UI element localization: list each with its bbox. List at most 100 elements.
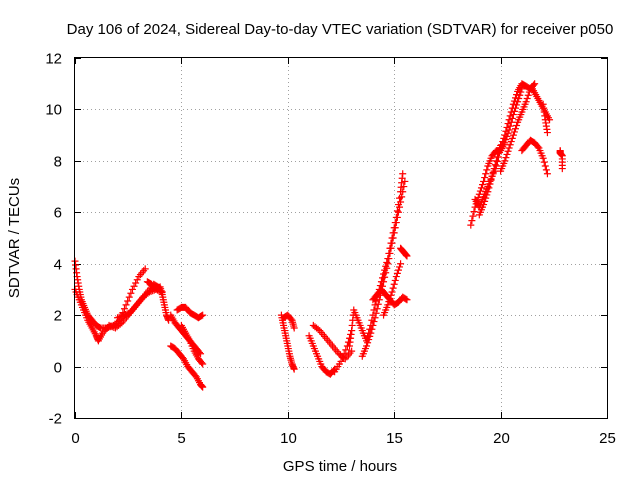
data-point bbox=[385, 255, 393, 263]
data-point bbox=[534, 143, 542, 151]
data-point bbox=[486, 180, 494, 188]
y-tick-label: 10 bbox=[45, 102, 62, 119]
data-point bbox=[290, 324, 298, 332]
data-point bbox=[516, 91, 524, 99]
data-point bbox=[371, 314, 379, 322]
data-point bbox=[482, 170, 490, 178]
data-point bbox=[507, 108, 515, 116]
data-point bbox=[540, 158, 548, 166]
data-point bbox=[116, 320, 124, 328]
data-point bbox=[394, 208, 402, 216]
data-point bbox=[504, 120, 512, 128]
data-point bbox=[499, 138, 507, 146]
x-tick-label: 25 bbox=[599, 430, 616, 447]
data-point bbox=[510, 128, 518, 136]
chart-title: Day 106 of 2024, Sidereal Day-to-day VTE… bbox=[67, 21, 614, 38]
series-arc-1d bbox=[114, 285, 166, 322]
series-arc-6h bbox=[556, 147, 566, 173]
data-point bbox=[508, 104, 516, 112]
data-point bbox=[370, 318, 378, 326]
data-point bbox=[348, 347, 356, 355]
data-point bbox=[500, 134, 508, 142]
series-arc-6g bbox=[539, 100, 551, 137]
data-point bbox=[397, 260, 405, 268]
data-point bbox=[482, 194, 490, 202]
data-point bbox=[149, 287, 157, 295]
data-point bbox=[157, 287, 165, 295]
data-point bbox=[506, 141, 514, 149]
data-point bbox=[492, 157, 500, 165]
data-point bbox=[371, 301, 379, 309]
data-point bbox=[396, 263, 404, 271]
series-arc-2a bbox=[167, 342, 207, 391]
data-point bbox=[287, 315, 295, 323]
data-point bbox=[199, 383, 207, 391]
y-tick-label: 0 bbox=[54, 360, 62, 377]
data-point bbox=[133, 276, 141, 284]
data-point bbox=[542, 166, 550, 174]
data-point bbox=[543, 170, 551, 178]
series-arc-5e bbox=[397, 244, 411, 260]
data-point bbox=[539, 154, 547, 162]
data-point bbox=[387, 244, 395, 252]
data-point bbox=[506, 112, 514, 120]
y-tick-label: 2 bbox=[54, 308, 62, 325]
y-tick-label: 8 bbox=[54, 154, 62, 171]
y-tick-label: -2 bbox=[49, 411, 62, 428]
data-point bbox=[392, 273, 400, 281]
y-tick-label: 6 bbox=[54, 205, 62, 222]
data-point bbox=[515, 95, 523, 102]
data-point bbox=[513, 122, 521, 129]
data-point bbox=[391, 276, 399, 284]
data-point bbox=[394, 266, 402, 274]
axes: 0 5 10 15 20 25 -2 0 2 4 6 8 10 12 bbox=[45, 51, 616, 448]
data-point bbox=[155, 287, 163, 295]
data-point bbox=[105, 321, 113, 329]
data-point bbox=[117, 312, 125, 320]
data-point bbox=[386, 294, 394, 302]
data-point bbox=[502, 127, 510, 135]
data-point bbox=[118, 312, 126, 320]
data-point bbox=[124, 297, 132, 305]
data-point bbox=[504, 147, 512, 155]
data-point bbox=[510, 97, 518, 105]
data-point bbox=[485, 184, 493, 192]
data-points bbox=[71, 80, 566, 391]
data-point bbox=[511, 125, 519, 133]
data-point bbox=[165, 316, 173, 324]
data-point bbox=[509, 100, 517, 108]
data-point bbox=[367, 329, 375, 337]
data-point bbox=[489, 168, 497, 176]
data-point bbox=[127, 289, 135, 297]
data-point bbox=[524, 91, 532, 99]
data-point bbox=[123, 310, 131, 318]
data-point bbox=[152, 285, 160, 293]
data-point bbox=[369, 321, 377, 329]
series-arc-2c bbox=[173, 303, 207, 322]
data-point bbox=[390, 229, 398, 237]
data-point bbox=[368, 325, 376, 333]
y-tick-label: 12 bbox=[45, 51, 62, 68]
data-point bbox=[507, 138, 515, 146]
data-point bbox=[470, 208, 478, 216]
series-arc-2d bbox=[177, 321, 207, 368]
y-axis-label: SDTVAR / TECUs bbox=[6, 178, 23, 298]
data-point bbox=[483, 166, 491, 174]
data-point bbox=[401, 177, 409, 185]
data-point bbox=[497, 141, 505, 149]
data-point bbox=[389, 234, 397, 242]
data-point bbox=[197, 350, 205, 358]
data-point bbox=[383, 264, 391, 272]
data-point bbox=[505, 116, 513, 124]
data-point bbox=[501, 131, 509, 139]
data-point bbox=[373, 305, 381, 313]
data-point bbox=[558, 165, 566, 173]
data-point bbox=[342, 346, 350, 354]
data-point bbox=[523, 95, 531, 102]
data-point bbox=[514, 98, 522, 106]
data-point bbox=[494, 149, 502, 157]
data-point bbox=[381, 273, 389, 281]
data-point bbox=[120, 305, 128, 313]
plot-frame bbox=[74, 57, 608, 419]
